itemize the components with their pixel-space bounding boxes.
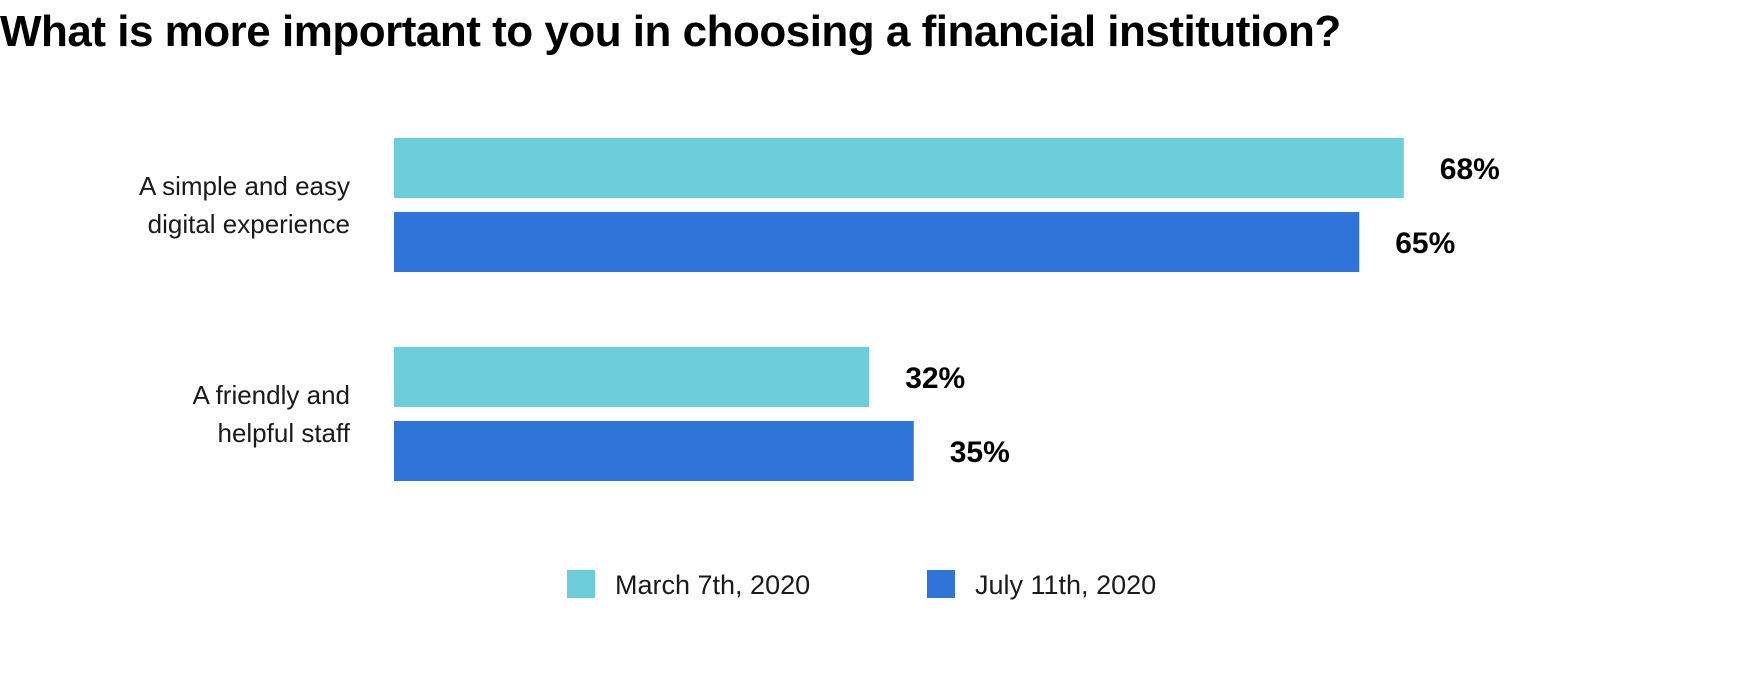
data-label: 32%	[905, 362, 965, 395]
category-label-line: helpful staff	[217, 418, 350, 448]
category-label-line: digital experience	[148, 209, 350, 239]
category-label-line: A friendly and	[192, 380, 350, 410]
bar	[394, 421, 914, 481]
bar	[394, 138, 1404, 198]
data-label: 65%	[1395, 227, 1455, 260]
chart-title: What is more important to you in choosin…	[0, 7, 1341, 56]
legend-label: March 7th, 2020	[615, 570, 810, 600]
category-label: A friendly and helpful staff	[192, 380, 350, 448]
data-label: 35%	[950, 436, 1010, 469]
legend-label: July 11th, 2020	[975, 570, 1156, 600]
bar	[394, 347, 870, 407]
category-label: A simple and easy digital experience	[139, 171, 350, 239]
bar	[394, 212, 1360, 272]
legend-swatch	[927, 570, 955, 598]
data-label: 68%	[1440, 153, 1500, 186]
legend-swatch	[567, 570, 595, 598]
category-label-line: A simple and easy	[139, 171, 350, 201]
